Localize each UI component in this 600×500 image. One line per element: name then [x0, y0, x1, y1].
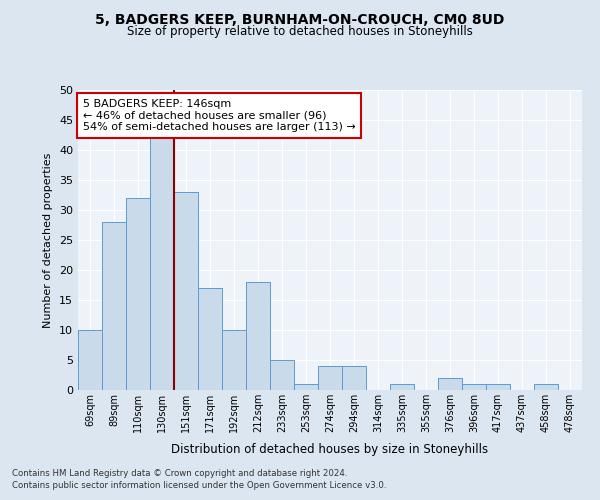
Text: Contains public sector information licensed under the Open Government Licence v3: Contains public sector information licen… — [12, 481, 386, 490]
Bar — [462, 384, 486, 390]
Bar — [438, 378, 462, 390]
Text: 5, BADGERS KEEP, BURNHAM-ON-CROUCH, CM0 8UD: 5, BADGERS KEEP, BURNHAM-ON-CROUCH, CM0 … — [95, 12, 505, 26]
Bar — [150, 138, 174, 390]
Bar — [222, 330, 246, 390]
Bar — [198, 288, 222, 390]
Bar — [78, 330, 102, 390]
Text: 5 BADGERS KEEP: 146sqm
← 46% of detached houses are smaller (96)
54% of semi-det: 5 BADGERS KEEP: 146sqm ← 46% of detached… — [83, 99, 356, 132]
Bar — [294, 384, 318, 390]
Bar — [342, 366, 366, 390]
Bar — [390, 384, 414, 390]
Bar — [270, 360, 294, 390]
Bar — [486, 384, 510, 390]
Text: Distribution of detached houses by size in Stoneyhills: Distribution of detached houses by size … — [172, 442, 488, 456]
Bar — [126, 198, 150, 390]
Bar — [318, 366, 342, 390]
Text: Contains HM Land Registry data © Crown copyright and database right 2024.: Contains HM Land Registry data © Crown c… — [12, 468, 347, 477]
Bar — [246, 282, 270, 390]
Text: Size of property relative to detached houses in Stoneyhills: Size of property relative to detached ho… — [127, 25, 473, 38]
Y-axis label: Number of detached properties: Number of detached properties — [43, 152, 53, 328]
Bar — [174, 192, 198, 390]
Bar — [102, 222, 126, 390]
Bar — [534, 384, 558, 390]
